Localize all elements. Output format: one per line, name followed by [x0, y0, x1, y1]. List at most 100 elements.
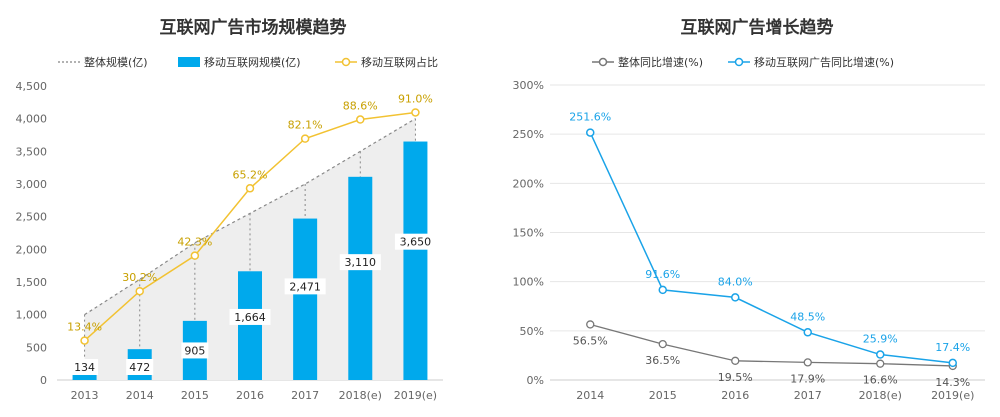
- right-y-tick-label: 100%: [513, 276, 544, 289]
- right-x-tick-label: 2016: [721, 389, 749, 402]
- mobile-share-point: [245, 184, 255, 193]
- left-y-tick-label: 2,000: [16, 243, 48, 256]
- mobile-scale-label-bg: [339, 254, 381, 271]
- left-y-tick-label: 1,500: [16, 276, 48, 289]
- right-y-tick-label: 0%: [527, 374, 544, 387]
- mobile-growth-value-label: 48.5%: [790, 310, 825, 323]
- mobile-share-value-label: 42.3%: [177, 236, 212, 249]
- legend-mobile-label: 移动互联网规模(亿): [204, 55, 301, 69]
- overall-growth-value-label: 17.9%: [790, 372, 825, 385]
- mobile-share-value-label: 88.6%: [343, 100, 378, 113]
- legend-mobile-growth-marker: [734, 57, 744, 67]
- mobile-share-value-label: 30.2%: [122, 271, 157, 284]
- mobile-scale-value-label: 3,110: [345, 256, 377, 269]
- left-y-tick-label: 500: [26, 341, 47, 354]
- overall-growth-point: [586, 320, 595, 329]
- mobile-scale-value-label: 134: [74, 361, 95, 374]
- mobile-scale-value-label: 472: [129, 361, 150, 374]
- left-y-tick-label: 4,000: [16, 113, 48, 126]
- mobile-growth-point: [731, 293, 740, 302]
- left-x-tick-label: 2016: [236, 389, 264, 402]
- mobile-growth-value-label: 17.4%: [935, 341, 970, 354]
- right-x-tick-label: 2019(e): [931, 389, 974, 402]
- mobile-share-value-label: 82.1%: [288, 119, 323, 132]
- mobile-scale-bar: [403, 141, 428, 380]
- overall-growth-value-label: 19.5%: [718, 371, 753, 384]
- left-plot: 0 500 1,000 1,500 2,000 2,500 3,000 3,500 4,000 4…: [16, 80, 443, 402]
- right-y-tick-label: 250%: [513, 128, 544, 141]
- legend-overall-label: 整体规模(亿): [84, 55, 148, 69]
- mobile-share-value-label: 13.4%: [67, 321, 102, 334]
- mobile-growth-value-label: 25.9%: [863, 333, 898, 346]
- mobile-scale-label-bg: [181, 342, 209, 359]
- mobile-scale-bar: [348, 176, 373, 380]
- mobile-scale-bar: [72, 371, 97, 380]
- legend-mobile-growth-label: 移动互联网广告同比增速(%): [754, 55, 894, 69]
- right-y-tick-label: 50%: [520, 325, 544, 338]
- overall-growth-value-label: 16.6%: [863, 374, 898, 387]
- mobile-growth-point: [876, 350, 885, 359]
- mobile-share-point: [135, 286, 144, 296]
- left-chart-title: 互联网广告市场规模趋势: [160, 17, 347, 38]
- mobile-scale-bar: [293, 218, 318, 380]
- mobile-share-value-label: 65.2%: [233, 168, 268, 181]
- legend-mobile-swatch: [178, 57, 200, 67]
- right-x-tick-label: 2017: [794, 389, 822, 402]
- right-x-tick-label: 2018(e): [859, 389, 902, 402]
- mobile-growth-value-label: 84.0%: [718, 275, 753, 288]
- right-x-tick-label: 2014: [576, 389, 604, 402]
- overall-growth-value-label: 14.3%: [935, 376, 970, 389]
- left-legend: 整体规模(亿) 移动互联网规模(亿) 移动互联网占比: [58, 55, 438, 69]
- right-y-tick-label: 300%: [513, 79, 544, 92]
- mobile-growth-line: [589, 132, 953, 364]
- right-y-tick-label: 200%: [513, 177, 544, 190]
- mobile-share-point: [80, 336, 89, 345]
- mobile-growth-point: [658, 285, 667, 295]
- overall-growth-value-label: 56.5%: [573, 334, 608, 347]
- mobile-growth-value-label: 251.6%: [569, 111, 611, 124]
- left-y-tick-label: 0: [40, 374, 47, 387]
- mobile-scale-value-label: 2,471: [289, 280, 321, 293]
- mobile-growth-point: [586, 128, 595, 137]
- overall-growth-point: [803, 358, 812, 367]
- mobile-growth-point: [948, 358, 957, 368]
- left-y-tick-label: 1,000: [16, 309, 48, 322]
- mobile-share-point: [190, 251, 200, 260]
- left-x-tick-label: 2015: [181, 389, 209, 402]
- left-y-tick-label: 4,500: [16, 80, 48, 93]
- right-legend: 整体同比增速(%) 移动互联网广告同比增速(%): [592, 55, 894, 69]
- mobile-scale-value-label: 3,650: [400, 236, 432, 249]
- left-x-tick-label: 2013: [71, 389, 99, 402]
- overall-growth-line: [590, 323, 953, 367]
- mobile-scale-label-bg: [71, 359, 99, 375]
- overall-growth-point: [876, 359, 885, 368]
- mobile-growth-point: [803, 328, 812, 337]
- right-x-tick-label: 2015: [649, 389, 677, 402]
- overall-growth-value-label: 36.5%: [645, 354, 680, 367]
- left-x-tick-label: 2017: [291, 389, 319, 402]
- mobile-scale-label-bg: [284, 278, 326, 295]
- mobile-share-point: [411, 108, 420, 117]
- legend-share-label: 移动互联网占比: [361, 55, 438, 69]
- mobile-scale-label-bg: [229, 308, 271, 325]
- right-y-tick-label: 150%: [513, 227, 544, 240]
- mobile-scale-label-bg: [394, 233, 436, 250]
- mobile-share-value-label: 91.0%: [398, 92, 433, 105]
- legend-overall-growth-marker: [598, 57, 608, 67]
- left-x-tick-label: 2018(e): [339, 389, 382, 402]
- mobile-growth-value-label: 91.6%: [645, 268, 680, 281]
- mobile-scale-bar: [238, 271, 262, 380]
- left-y-tick-label: 2,500: [16, 211, 48, 224]
- left-y-tick-label: 3,000: [16, 178, 48, 191]
- mobile-share-point: [356, 115, 365, 124]
- mobile-scale-label-bg: [126, 359, 154, 375]
- right-chart-title: 互联网广告增长趋势: [681, 17, 834, 38]
- legend-overall-growth-label: 整体同比增速(%): [618, 55, 703, 69]
- mobile-scale-value-label: 1,664: [234, 311, 266, 324]
- overall-growth-point: [658, 339, 667, 349]
- overall-growth-point: [731, 356, 740, 365]
- mobile-share-point: [300, 134, 310, 143]
- mobile-scale-value-label: 905: [184, 344, 205, 357]
- left-y-tick-label: 3,500: [16, 145, 48, 158]
